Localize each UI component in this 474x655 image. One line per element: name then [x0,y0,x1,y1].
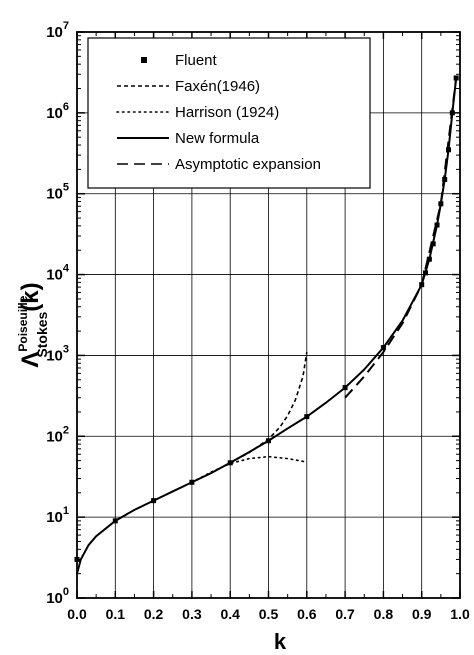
series-asymptotic-expansion [344,77,458,399]
y-axis-label-subscript: Stokes [34,311,50,357]
data-point [453,75,459,81]
y-tick-label: 104 [46,263,70,284]
x-tick-label: 0.1 [106,606,126,622]
y-tick-label: 105 [46,182,69,203]
data-point [74,556,80,562]
y-axis-label-main: Λ [17,352,44,368]
series-fax-n-1946- [229,351,308,464]
y-axis-label-superscript: Poiseuille [16,295,30,351]
legend-item: Fluent [141,52,218,69]
y-tick-label: 103 [46,343,69,364]
x-tick-label: 0.4 [220,606,240,622]
x-tick-label: 0.9 [412,606,432,622]
x-tick-label: 0.2 [144,606,164,622]
legend-item: New formula [117,130,260,147]
y-axis-label: ΛPoiseuille Stokes(k) [16,282,50,367]
x-tick-label: 0.8 [374,606,394,622]
legend-marker [141,57,147,63]
x-tick-label: 1.0 [450,606,470,622]
y-tick-label: 100 [46,586,69,607]
series-line [344,77,458,399]
y-tick-label: 102 [46,424,69,445]
y-tick-label: 106 [46,101,69,122]
series-line [229,351,308,464]
legend-label: Harrison (1924) [175,104,279,121]
x-axis-label: k [274,629,287,654]
legend-label: Fluent [175,52,218,69]
axes: 0.0 0.1 0.2 0.3 0.4 0.5 0.6 0.7 0.8 0.9 1.0 100 101 1… [46,20,470,622]
series-harrison-1924- [191,455,308,484]
legend-label: New formula [175,130,260,147]
data-series [74,75,459,574]
x-tick-label: 0.3 [182,606,202,622]
legend-label: Faxén(1946) [175,78,260,95]
x-tick-label: 0.0 [67,606,87,622]
y-axis-label-suffix: (k) [17,282,44,311]
x-tick-label: 0.6 [297,606,317,622]
y-tick-label: 107 [46,20,69,41]
x-tick-label: 0.5 [259,606,279,622]
series-line [191,455,308,484]
legend-label: Asymptotic expansion [175,156,321,173]
legend-box [87,37,371,189]
legend-item: Faxén(1946) [117,78,260,95]
x-tick-label: 0.7 [335,606,355,622]
legend-item: Harrison (1924) [116,104,279,121]
legend: Fluent Faxén(1946) Harrison (1924) New form… [87,37,371,189]
y-tick-label: 101 [46,505,69,526]
legend-item: Asymptotic expansion [117,156,321,173]
